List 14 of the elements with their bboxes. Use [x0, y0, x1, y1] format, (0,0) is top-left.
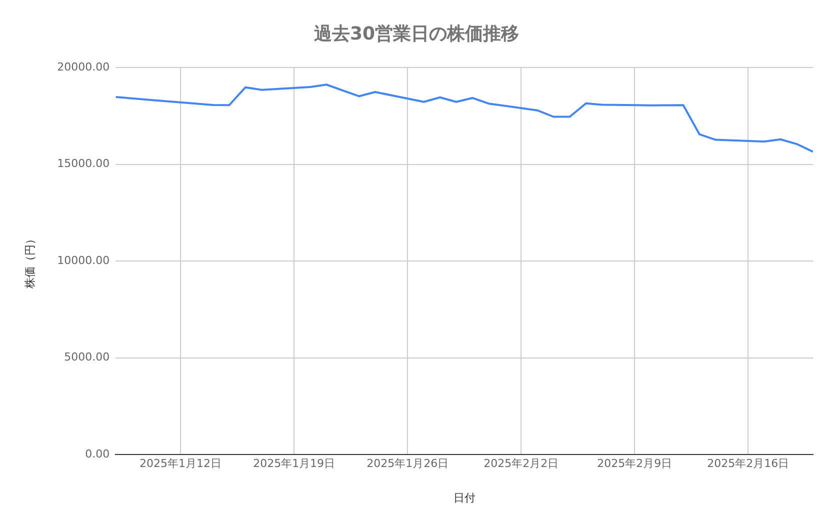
y-tick-label: 0.00 [85, 447, 110, 460]
y-tick-label: 20000.00 [57, 60, 110, 74]
x-axis-title: 日付 [453, 491, 476, 504]
x-tick-label: 2025年1月12日 [140, 457, 222, 470]
y-tick-label: 5000.00 [64, 350, 110, 364]
y-tick-label: 10000.00 [57, 254, 110, 267]
y-tick-label: 15000.00 [57, 157, 110, 170]
y-axis-title: 株価（円） [23, 234, 36, 290]
x-tick-label: 2025年1月26日 [366, 457, 449, 470]
chart-title: 過去30営業日の株価推移 [312, 23, 520, 44]
x-tick-label: 2025年1月19日 [253, 457, 336, 470]
x-tick-label: 2025年2月16日 [707, 457, 790, 470]
x-tick-label: 2025年2月9日 [597, 457, 672, 470]
x-tick-label: 2025年2月2日 [484, 457, 559, 470]
